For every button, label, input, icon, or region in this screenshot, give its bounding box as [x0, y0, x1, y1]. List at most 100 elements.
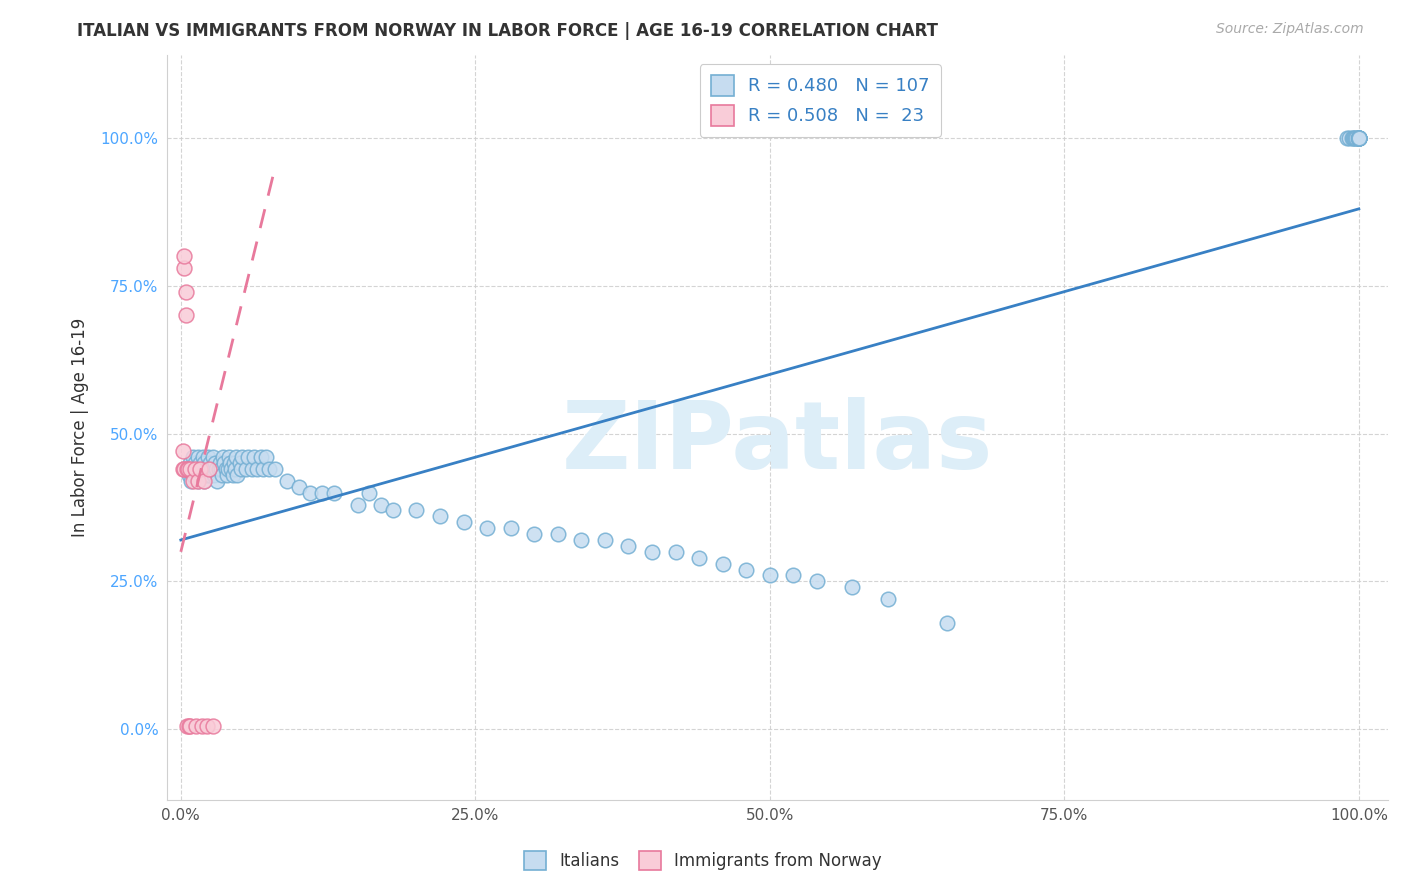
Point: [1347, 131, 1369, 145]
Point: [201, 719, 224, 733]
Point: [174, 308, 197, 322]
Point: [453, 515, 475, 529]
Point: [299, 485, 322, 500]
Legend: R = 0.480   N = 107, R = 0.508   N =  23: R = 0.480 N = 107, R = 0.508 N = 23: [700, 64, 941, 136]
Point: [1346, 131, 1368, 145]
Point: [214, 456, 236, 470]
Point: [187, 474, 209, 488]
Point: [214, 462, 236, 476]
Point: [1347, 131, 1369, 145]
Point: [221, 467, 243, 482]
Point: [236, 450, 259, 465]
Point: [359, 485, 381, 500]
Point: [222, 456, 245, 470]
Point: [257, 462, 280, 476]
Point: [475, 521, 498, 535]
Point: [1344, 131, 1367, 145]
Point: [198, 462, 221, 476]
Point: [176, 462, 198, 476]
Point: [225, 450, 247, 465]
Point: [405, 503, 427, 517]
Point: [381, 503, 404, 517]
Point: [193, 450, 215, 465]
Point: [252, 462, 274, 476]
Point: [172, 444, 194, 458]
Point: [188, 462, 211, 476]
Point: [194, 462, 217, 476]
Point: [226, 467, 249, 482]
Point: [224, 462, 246, 476]
Point: [250, 450, 273, 465]
Point: [688, 550, 710, 565]
Point: [181, 467, 204, 482]
Point: [617, 539, 640, 553]
Point: [264, 462, 287, 476]
Point: [184, 462, 207, 476]
Point: [370, 498, 392, 512]
Point: [735, 563, 758, 577]
Point: [759, 568, 782, 582]
Point: [180, 474, 202, 488]
Point: [177, 467, 200, 482]
Point: [179, 456, 201, 470]
Point: [211, 467, 233, 482]
Point: [276, 474, 298, 488]
Point: [1336, 131, 1358, 145]
Point: [523, 527, 546, 541]
Point: [219, 456, 242, 470]
Point: [287, 480, 309, 494]
Point: [1340, 131, 1362, 145]
Point: [179, 462, 201, 476]
Point: [193, 474, 215, 488]
Point: [593, 533, 616, 547]
Text: ZIPatlas: ZIPatlas: [562, 397, 993, 489]
Point: [205, 462, 228, 476]
Point: [221, 462, 243, 476]
Point: [1347, 131, 1369, 145]
Point: [195, 467, 218, 482]
Point: [1347, 131, 1369, 145]
Point: [173, 462, 195, 476]
Point: [569, 533, 592, 547]
Point: [1339, 131, 1361, 145]
Point: [218, 450, 240, 465]
Point: [187, 474, 209, 488]
Point: [711, 557, 734, 571]
Point: [187, 450, 209, 465]
Point: [201, 450, 224, 465]
Point: [311, 485, 333, 500]
Point: [197, 450, 219, 465]
Point: [1347, 131, 1369, 145]
Point: [254, 450, 277, 465]
Point: [198, 462, 221, 476]
Point: [181, 462, 204, 476]
Point: [177, 719, 200, 733]
Point: [841, 580, 863, 594]
Point: [204, 456, 226, 470]
Point: [212, 450, 235, 465]
Point: [208, 456, 231, 470]
Point: [179, 719, 201, 733]
Point: [499, 521, 522, 535]
Point: [172, 462, 194, 476]
Point: [935, 615, 957, 630]
Point: [806, 574, 828, 589]
Point: [1347, 131, 1369, 145]
Point: [217, 462, 239, 476]
Point: [184, 719, 207, 733]
Point: [1341, 131, 1364, 145]
Text: ITALIAN VS IMMIGRANTS FROM NORWAY IN LABOR FORCE | AGE 16-19 CORRELATION CHART: ITALIAN VS IMMIGRANTS FROM NORWAY IN LAB…: [77, 22, 938, 40]
Point: [243, 450, 266, 465]
Y-axis label: In Labor Force | Age 16-19: In Labor Force | Age 16-19: [72, 318, 89, 537]
Point: [240, 462, 263, 476]
Point: [176, 719, 198, 733]
Point: [186, 467, 208, 482]
Point: [207, 474, 229, 488]
Point: [181, 474, 204, 488]
Point: [215, 467, 238, 482]
Point: [1347, 131, 1369, 145]
Point: [876, 592, 898, 607]
Point: [184, 456, 207, 470]
Point: [547, 527, 569, 541]
Point: [174, 285, 197, 299]
